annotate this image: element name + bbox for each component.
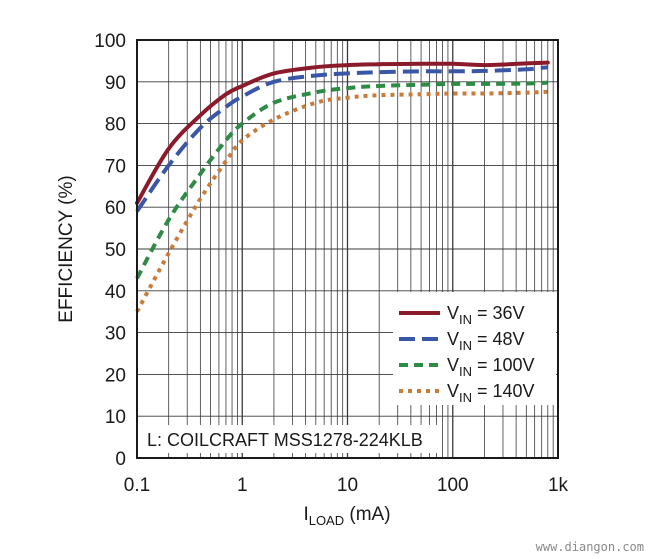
y-tick-label: 60: [105, 198, 126, 219]
legend-label-sub: IN: [459, 364, 472, 379]
y-tick-label: 40: [105, 282, 126, 303]
legend-label-main: V: [447, 303, 459, 323]
series-line-1: [135, 60, 550, 205]
legend-label-rest: = 48V: [472, 329, 525, 349]
series-line-3: [135, 80, 548, 280]
x-tick-labels: 0.1 1 10 100 1k: [124, 475, 569, 496]
y-tick-label: 80: [105, 115, 126, 136]
y-axis-title: EFFICIENCY (%): [56, 175, 77, 322]
legend-label-sub: IN: [459, 312, 472, 327]
series-lines: [135, 60, 550, 313]
legend-label-rest: = 36V: [472, 303, 525, 323]
legend-label-main: V: [447, 355, 459, 375]
x-axis-title-unit: (mA): [344, 504, 390, 525]
x-tick-label: 0.1: [124, 475, 150, 496]
plot-frame: [136, 39, 559, 459]
y-tick-label: 30: [105, 324, 126, 345]
y-tick-label: 20: [105, 365, 126, 386]
watermark: www.diangon.com: [536, 540, 644, 554]
annotation-text: L: COILCRAFT MSS1278-224KLB: [147, 430, 423, 450]
x-tick-label: 1k: [548, 475, 569, 496]
y-tick-label: 10: [105, 407, 126, 428]
legend-box: [393, 292, 556, 405]
y-tick-label: 50: [105, 240, 126, 261]
y-tick-label: 90: [105, 73, 126, 94]
x-tick-label: 1: [237, 475, 248, 496]
legend-label-main: V: [447, 381, 459, 401]
annotation-box: [142, 425, 442, 453]
legend-label: VIN = 48V: [447, 329, 525, 353]
y-tick-label: 70: [105, 156, 126, 177]
x-axis-title-sub: LOAD: [309, 513, 344, 528]
series-line-2: [135, 65, 548, 213]
legend-label: VIN = 36V: [447, 303, 525, 327]
x-tick-label: 10: [337, 475, 358, 496]
x-axis-title: ILOAD (mA): [303, 504, 390, 528]
legend-label-sub: IN: [459, 390, 472, 405]
legend-label: VIN = 100V: [447, 355, 535, 379]
legend-label-main: V: [447, 329, 459, 349]
y-tick-labels: 0 10 20 30 40 50 60 70 80 90 100: [94, 31, 126, 470]
series-line-4: [135, 89, 548, 313]
x-axis-title-main: I: [303, 504, 308, 525]
legend-label-rest: = 100V: [472, 355, 535, 375]
legend-label-sub: IN: [459, 338, 472, 353]
y-tick-label: 100: [94, 31, 126, 52]
x-tick-label: 100: [437, 475, 469, 496]
y-tick-label: 0: [115, 449, 126, 470]
legend-label: VIN = 140V: [447, 381, 535, 405]
legend-label-rest: = 140V: [472, 381, 535, 401]
